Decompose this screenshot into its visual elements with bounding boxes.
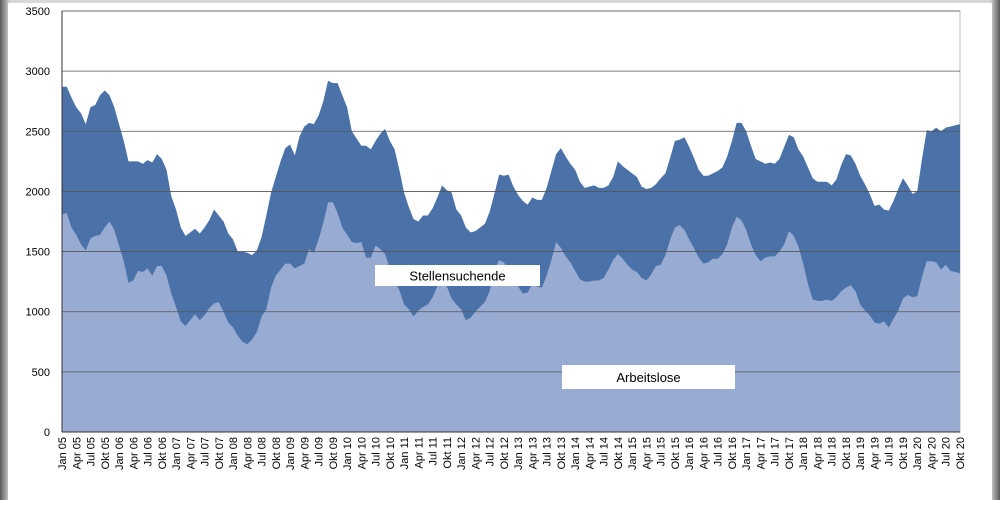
x-tick-label: Okt 14 <box>613 437 625 469</box>
x-tick-label: Okt 06 <box>157 437 169 469</box>
x-tick-label: Jan 17 <box>741 437 753 470</box>
x-tick-label: Apr 13 <box>527 437 539 469</box>
series-label: Arbeitslose <box>616 370 680 385</box>
x-tick-label: Jan 06 <box>114 437 126 470</box>
y-tick-label: 3000 <box>26 66 50 78</box>
x-tick-label: Jul 15 <box>656 437 668 466</box>
x-tick-label: Apr 19 <box>869 437 881 469</box>
x-tick-label: Apr 06 <box>128 437 140 469</box>
x-tick-label: Jan 07 <box>171 437 183 470</box>
x-tick-label: Jul 08 <box>257 437 269 466</box>
x-tick-label: Okt 18 <box>841 437 853 469</box>
x-tick-label: Jul 05 <box>86 437 98 466</box>
x-tick-label: Okt 10 <box>385 437 397 469</box>
x-tick-label: Jan 10 <box>342 437 354 470</box>
x-tick-label: Apr 14 <box>584 437 596 469</box>
x-tick-label: Okt 15 <box>670 437 682 469</box>
plot: 0 500 1000 1500 2000 2500 3000 3500 Jan 05 Apr 05… <box>26 6 967 470</box>
x-tick-label: Jul 06 <box>143 437 155 466</box>
x-tick-label: Okt 11 <box>442 437 454 469</box>
x-tick-label: Apr 15 <box>641 437 653 469</box>
series-label-box <box>375 265 540 286</box>
x-tick-label: Jul 18 <box>827 437 839 466</box>
x-tick-label: Jul 14 <box>599 437 611 466</box>
x-tick-label: Apr 07 <box>185 437 197 469</box>
x-tick-label: Jan 12 <box>456 437 468 470</box>
x-tick-label: Jul 20 <box>941 437 953 466</box>
x-tick-label: Apr 17 <box>755 437 767 469</box>
x-tick-label: Apr 05 <box>71 437 83 469</box>
x-tick-label: Okt 16 <box>727 437 739 469</box>
x-tick-label: Apr 16 <box>698 437 710 469</box>
x-tick-label: Jan 15 <box>627 437 639 470</box>
x-tick-label: Jul 12 <box>485 437 497 466</box>
x-tick-label: Apr 20 <box>926 437 938 469</box>
x-tick-label: Jan 14 <box>570 437 582 470</box>
x-tick-label: Okt 07 <box>214 437 226 469</box>
x-tick-label: Jul 10 <box>371 437 383 466</box>
x-tick-label: Jan 08 <box>228 437 240 470</box>
x-tick-label: Apr 09 <box>299 437 311 469</box>
y-tick-label: 2000 <box>26 186 50 198</box>
x-tick-label: Jul 16 <box>713 437 725 466</box>
x-tick-label: Apr 11 <box>413 437 425 469</box>
x-tick-label: Apr 08 <box>242 437 254 469</box>
x-tick-label: Okt 20 <box>955 437 967 469</box>
series-label: Stellensuchende <box>409 269 505 284</box>
x-tick-label: Jul 19 <box>884 437 896 466</box>
x-tick-label: Okt 09 <box>328 437 340 469</box>
x-tick-label: Jan 11 <box>399 437 411 469</box>
x-tick-label: Okt 05 <box>100 437 112 469</box>
series-label-box <box>562 365 735 389</box>
x-tick-label: Jul 17 <box>770 437 782 466</box>
x-tick-label: Okt 12 <box>499 437 511 469</box>
area <box>62 202 960 432</box>
x-tick-label: Jan 20 <box>912 437 924 470</box>
x-tick-label: Jan 05 <box>57 437 69 470</box>
y-tick-label: 0 <box>44 427 50 439</box>
x-tick-label: Jul 11 <box>428 437 440 466</box>
x-tick-label: Okt 19 <box>898 437 910 469</box>
x-tick-label: Jul 13 <box>542 437 554 466</box>
x-tick-label: Okt 13 <box>556 437 568 469</box>
x-tick-label: Jan 09 <box>285 437 297 470</box>
x-tick-label: Apr 10 <box>356 437 368 469</box>
x-tick-label: Jan 16 <box>684 437 696 470</box>
x-tick-label: Apr 12 <box>470 437 482 469</box>
x-tick-label: Apr 18 <box>812 437 824 469</box>
y-tick-label: 2500 <box>26 126 50 138</box>
x-tick-label: Jul 09 <box>314 437 326 466</box>
y-tick-label: 1500 <box>26 247 50 259</box>
x-tick-label: Jan 13 <box>513 437 525 470</box>
x-tick-label: Okt 17 <box>784 437 796 469</box>
x-tick-label: Jan 18 <box>798 437 810 470</box>
y-tick-label: 500 <box>32 367 50 379</box>
y-tick-label: 3500 <box>26 6 50 18</box>
x-tick-label: Okt 08 <box>271 437 283 469</box>
y-tick-label: 1000 <box>26 307 50 319</box>
x-tick-label: Jan 19 <box>855 437 867 470</box>
x-tick-label: Jul 07 <box>200 437 212 466</box>
